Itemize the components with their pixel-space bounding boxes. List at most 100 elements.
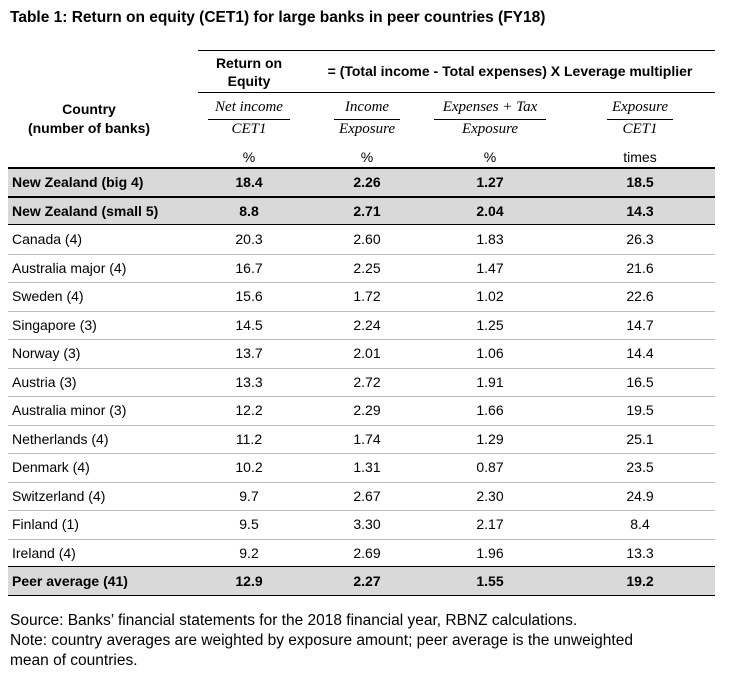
cell: 13.7 (235, 345, 263, 361)
roe-label: Equity (227, 73, 271, 89)
cell: 21.6 (626, 259, 654, 276)
cell: 19.2 (626, 573, 654, 589)
fraction-denominator: Exposure (338, 121, 396, 137)
fraction-numerator: Exposure (611, 99, 669, 115)
row-rule (8, 481, 715, 483)
cell: 18.5 (626, 174, 654, 190)
cell: 1.74 (353, 430, 381, 447)
row-rule (8, 195, 715, 198)
cell: 15.6 (235, 288, 263, 304)
cell: 14.5 (235, 316, 263, 333)
cell: 1.55 (476, 573, 504, 589)
formula: = (Total income - Total expenses) X Leve… (327, 63, 693, 79)
cell: 8.8 (239, 202, 259, 219)
cell: 23.5 (626, 459, 654, 475)
row-rule (8, 453, 715, 454)
row-rule (8, 566, 715, 567)
row-highlight (8, 567, 715, 596)
row-label: Canada (4) (12, 231, 83, 247)
cell: 2.67 (353, 487, 381, 504)
unit: times (623, 149, 657, 165)
fraction-denominator: CET1 (231, 121, 267, 137)
row-label: New Zealand (small 5) (12, 202, 159, 219)
cell: 3.30 (353, 516, 381, 532)
cell: 10.2 (235, 459, 263, 475)
fraction-bar (208, 119, 290, 120)
header-rule (198, 92, 715, 93)
cell: 2.60 (353, 231, 381, 247)
cell: 1.47 (476, 259, 504, 276)
row-label: Australia major (4) (12, 259, 127, 276)
cell: 0.87 (476, 459, 504, 475)
title: Table 1: Return on equity (CET1) for lar… (10, 9, 546, 26)
row-rule (8, 310, 715, 312)
fraction-denominator: CET1 (622, 121, 658, 137)
row-label: Sweden (4) (12, 288, 84, 304)
cell: 19.5 (626, 402, 654, 418)
row-rule (8, 224, 715, 225)
cell: 14.7 (626, 316, 654, 333)
cell: 2.25 (353, 259, 381, 276)
cell: 2.24 (353, 316, 381, 333)
row-rule (8, 367, 715, 369)
country-label: (number of banks) (27, 120, 151, 136)
cell: 8.4 (630, 516, 650, 532)
note: Note: country averages are weighted by e… (10, 632, 633, 649)
row-rule (8, 594, 715, 596)
row-rule (8, 424, 715, 426)
cell: 12.2 (235, 402, 263, 418)
cell: 2.72 (353, 373, 381, 390)
row-label: Denmark (4) (12, 459, 90, 475)
cell: 1.02 (476, 288, 504, 304)
cell: 14.4 (626, 345, 654, 361)
cell: 16.7 (235, 259, 263, 276)
header-rule (198, 50, 715, 51)
unit: % (483, 149, 497, 165)
cell: 24.9 (626, 487, 654, 504)
row-rule (8, 396, 715, 397)
cell: 9.2 (239, 544, 259, 561)
cell: 1.29 (476, 430, 504, 447)
row-label: Ireland (4) (12, 544, 76, 561)
cell: 22.6 (626, 288, 654, 304)
cell: 16.5 (626, 373, 654, 390)
cell: 18.4 (235, 174, 263, 190)
cell: 9.7 (239, 487, 259, 504)
cell: 2.26 (353, 174, 381, 190)
row-label: Australia minor (3) (12, 402, 127, 418)
row-label: Netherlands (4) (12, 430, 109, 447)
row-label: New Zealand (big 4) (12, 174, 144, 190)
cell: 1.25 (476, 316, 504, 333)
cell: 11.2 (235, 430, 263, 447)
row-rule (8, 339, 715, 340)
cell: 2.04 (476, 202, 504, 219)
row-label: Switzerland (4) (12, 487, 106, 504)
header-bottom-rule (8, 167, 715, 169)
row-label: Peer average (41) (12, 573, 128, 589)
row-rule (8, 253, 715, 255)
row-highlight (8, 196, 715, 225)
cell: 2.27 (353, 573, 381, 589)
cell: 1.96 (476, 544, 504, 561)
cell: 1.91 (476, 373, 504, 390)
cell: 2.30 (476, 487, 504, 504)
cell: 9.5 (239, 516, 259, 532)
roe-label: Return on (215, 55, 283, 71)
cell: 1.31 (353, 459, 381, 475)
row-label: Singapore (3) (12, 316, 97, 333)
note: mean of countries. (10, 652, 138, 669)
cell: 14.3 (626, 202, 654, 219)
row-rule (8, 510, 715, 511)
cell: 2.29 (353, 402, 381, 418)
row-label: Austria (3) (12, 373, 77, 390)
fraction-numerator: Income (344, 99, 390, 115)
fraction-denominator: Exposure (461, 121, 519, 137)
fraction-bar (433, 119, 547, 120)
cell: 13.3 (235, 373, 263, 390)
cell: 2.17 (476, 516, 504, 532)
cell: 20.3 (235, 231, 263, 247)
cell: 1.06 (476, 345, 504, 361)
cell: 12.9 (235, 573, 263, 589)
fraction-bar (606, 119, 674, 120)
